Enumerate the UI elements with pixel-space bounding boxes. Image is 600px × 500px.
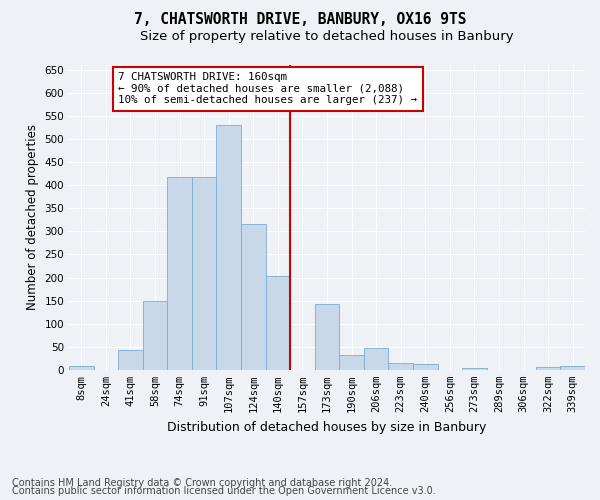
Bar: [462, 368, 487, 370]
Bar: [241, 224, 266, 370]
Bar: [192, 177, 217, 370]
Bar: [536, 367, 560, 370]
Text: 7 CHATSWORTH DRIVE: 160sqm
← 90% of detached houses are smaller (2,088)
10% of s: 7 CHATSWORTH DRIVE: 160sqm ← 90% of deta…: [118, 72, 417, 105]
Bar: [167, 177, 192, 370]
Bar: [143, 300, 167, 370]
Bar: [388, 362, 413, 370]
Bar: [560, 366, 585, 370]
Bar: [266, 276, 290, 370]
X-axis label: Distribution of detached houses by size in Banbury: Distribution of detached houses by size …: [167, 420, 487, 434]
Bar: [339, 355, 364, 370]
Text: Contains HM Land Registry data © Crown copyright and database right 2024.: Contains HM Land Registry data © Crown c…: [12, 478, 392, 488]
Bar: [217, 125, 241, 370]
Bar: [69, 366, 94, 370]
Text: Contains public sector information licensed under the Open Government Licence v3: Contains public sector information licen…: [12, 486, 436, 496]
Bar: [364, 348, 388, 370]
Bar: [118, 350, 143, 370]
Bar: [315, 304, 339, 370]
Bar: [413, 364, 437, 370]
Text: 7, CHATSWORTH DRIVE, BANBURY, OX16 9TS: 7, CHATSWORTH DRIVE, BANBURY, OX16 9TS: [134, 12, 466, 28]
Title: Size of property relative to detached houses in Banbury: Size of property relative to detached ho…: [140, 30, 514, 43]
Y-axis label: Number of detached properties: Number of detached properties: [26, 124, 39, 310]
